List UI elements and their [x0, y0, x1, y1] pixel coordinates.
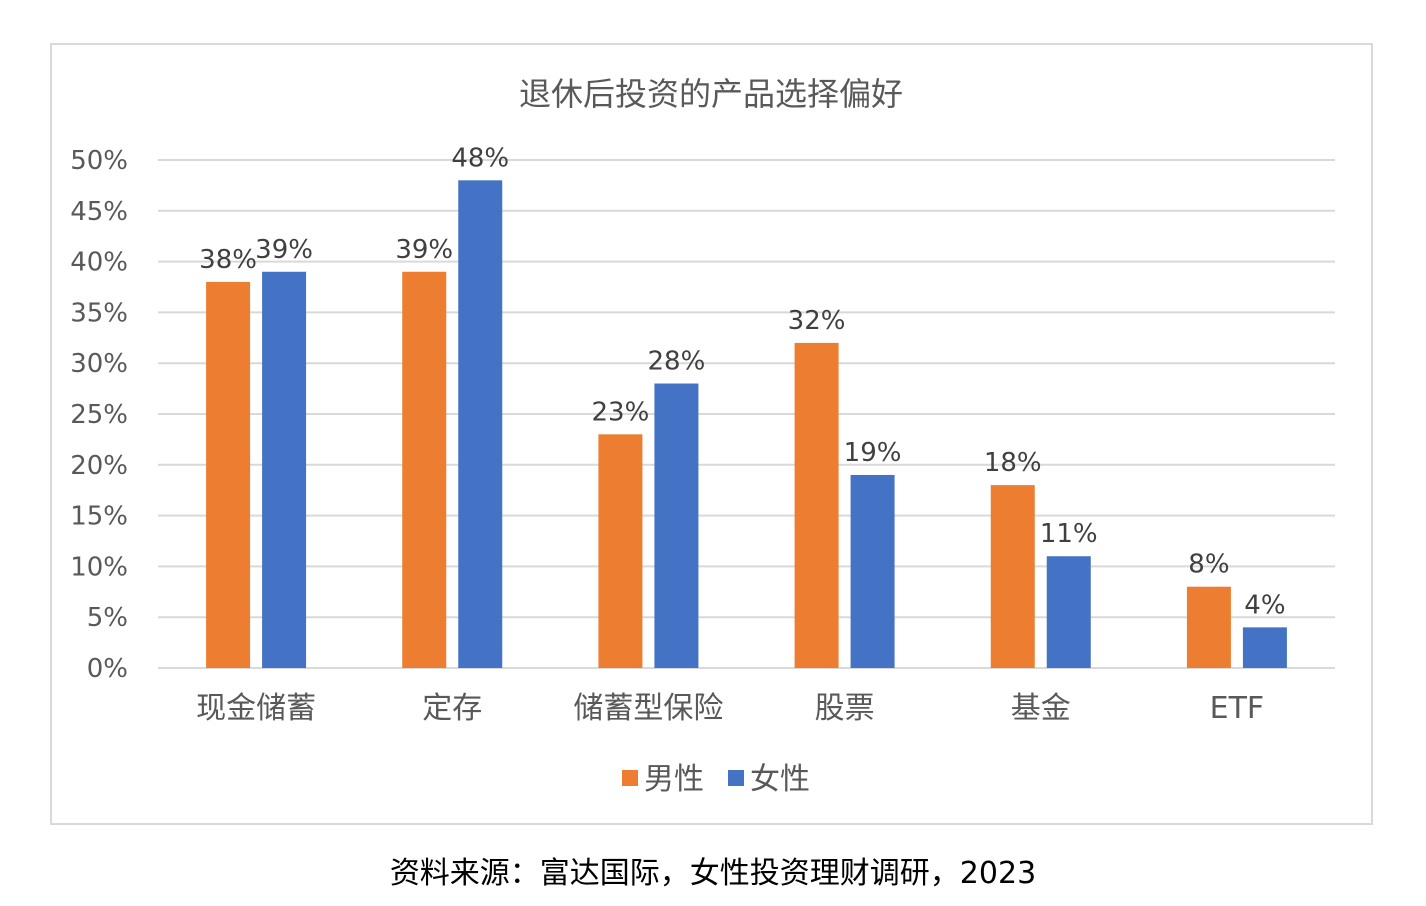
bar-male [402, 271, 447, 668]
data-label: 48% [451, 143, 509, 173]
legend-label-female: 女性 [750, 762, 810, 797]
legend-label-male: 男性 [644, 762, 704, 797]
data-label: 19% [844, 438, 902, 468]
bar-female [1242, 627, 1287, 668]
y-tick-label: 45% [70, 197, 128, 227]
y-tick-label: 5% [87, 603, 128, 633]
x-tick-label: 储蓄型保险 [573, 691, 723, 726]
data-label: 39% [395, 235, 453, 265]
data-label: 23% [592, 397, 650, 427]
bar-male [206, 281, 251, 668]
y-tick-label: 30% [70, 349, 128, 379]
bar-male [1186, 586, 1231, 668]
legend: 男性 女性 [622, 762, 810, 797]
data-label: 4% [1244, 590, 1285, 620]
x-tick-label: 现金储蓄 [196, 691, 316, 726]
legend-swatch-male [622, 770, 638, 786]
bar-male [794, 342, 839, 668]
y-tick-label: 15% [70, 502, 128, 532]
data-label: 39% [255, 235, 313, 265]
y-tick-labels: 0% 5% 10% 15% 20% 25% 30% 35% 40% 45% 50% [70, 146, 128, 684]
x-tick-label: 基金 [1011, 691, 1071, 726]
data-label: 38% [199, 245, 257, 275]
y-tick-label: 35% [70, 298, 128, 328]
data-label: 18% [984, 448, 1042, 478]
y-tick-label: 20% [70, 451, 128, 481]
y-tick-label: 40% [70, 248, 128, 278]
bar-female [262, 271, 307, 668]
x-tick-label: 股票 [815, 691, 875, 726]
bar-male [990, 485, 1035, 668]
legend-swatch-female [728, 770, 744, 786]
bar-female [458, 180, 503, 668]
y-tick-label: 50% [70, 146, 128, 176]
gridlines [158, 159, 1335, 669]
x-tick-labels: 现金储蓄 定存 储蓄型保险 股票 基金 ETF [196, 691, 1264, 726]
bar-female [654, 383, 699, 668]
bar-female [850, 474, 895, 668]
x-tick-label: 定存 [422, 691, 482, 726]
data-labels: 38%39% 39%48%23%28%32%19% 18%11%8%4% [199, 143, 1285, 620]
data-label: 28% [648, 347, 706, 377]
y-tick-label: 25% [70, 400, 128, 430]
x-tick-label: ETF [1210, 691, 1265, 726]
bars [206, 180, 1287, 668]
data-label: 8% [1188, 550, 1229, 580]
bar-female [1046, 556, 1091, 668]
data-label: 11% [1040, 519, 1098, 549]
y-tick-label: 0% [87, 654, 128, 684]
source-note: 资料来源：富达国际，女性投资理财调研，2023 [389, 856, 1037, 891]
bar-male [598, 434, 643, 668]
y-tick-label: 10% [70, 552, 128, 582]
chart-title: 退休后投资的产品选择偏好 [519, 75, 903, 113]
data-label: 32% [788, 306, 846, 336]
